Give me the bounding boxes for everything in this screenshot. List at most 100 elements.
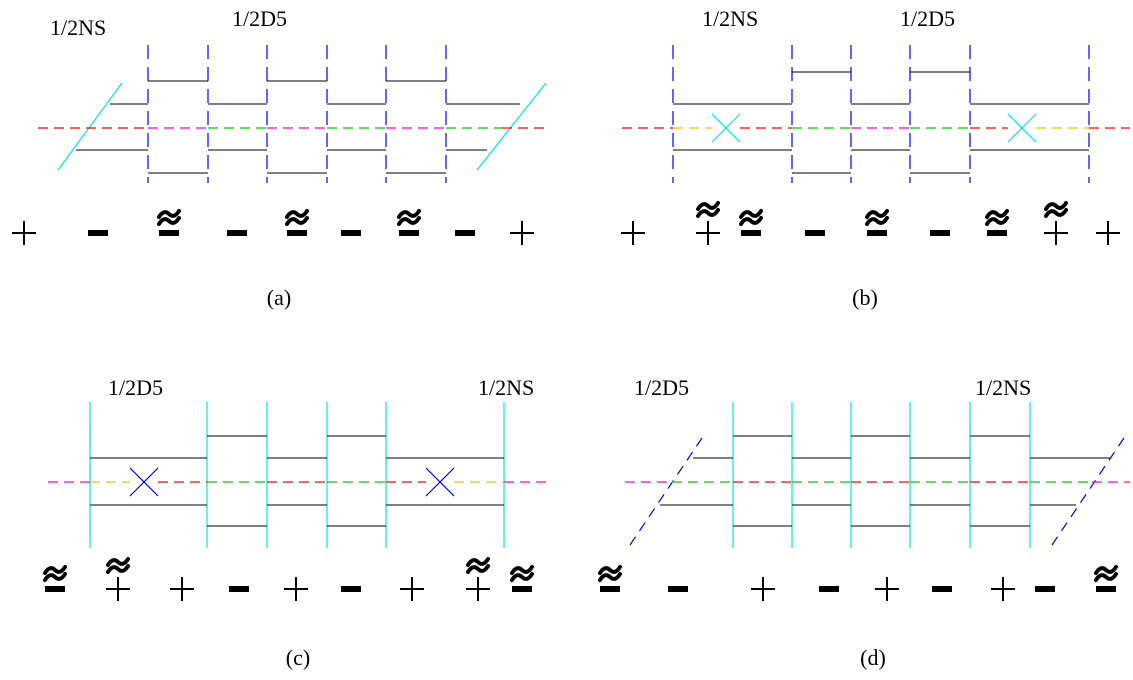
panel-c-label-ns: 1/2NS	[478, 375, 534, 400]
panel-b-orientifold-crosses	[711, 113, 1037, 143]
panel-c: 1/2D5 1/2NS (c)	[43, 375, 548, 670]
sign-marker	[229, 586, 249, 592]
tilde-mark	[106, 564, 130, 574]
minus-mark	[930, 230, 950, 236]
sign-marker	[668, 586, 688, 592]
panel-a-d3-branes	[76, 80, 520, 174]
sign-marker	[932, 586, 952, 592]
sign-marker	[400, 577, 424, 601]
sign-marker	[598, 565, 622, 592]
panel-d-caption: (d)	[860, 645, 886, 670]
panel-b-d5-branes	[672, 45, 1090, 183]
panel-d: 1/2D5 1/2NS (d)	[598, 375, 1130, 670]
sign-marker	[805, 230, 825, 236]
sign-marker	[751, 577, 775, 601]
minus-mark	[1096, 586, 1116, 592]
tilde-mark	[157, 216, 181, 226]
minus-mark	[341, 230, 361, 236]
panel-b-label-ns: 1/2NS	[702, 6, 758, 31]
sign-marker	[341, 230, 361, 236]
minus-mark	[88, 230, 108, 236]
minus-mark	[45, 586, 65, 592]
sign-marker	[1096, 221, 1120, 245]
sign-marker	[819, 586, 839, 592]
tilde-mark	[157, 209, 181, 219]
tilde-mark	[696, 201, 720, 211]
sign-marker	[985, 209, 1009, 236]
panel-d-signs	[598, 565, 1118, 601]
minus-mark	[805, 230, 825, 236]
sign-marker	[1094, 565, 1118, 592]
panel-a-label-ns: 1/2NS	[50, 15, 106, 40]
tilde-mark	[1094, 565, 1118, 575]
panel-b: 1/2NS 1/2D5 (b)	[621, 6, 1130, 310]
tilde-mark	[466, 557, 490, 567]
tilde-mark	[598, 565, 622, 575]
tilde-mark	[1044, 208, 1068, 218]
sign-marker	[341, 586, 361, 592]
panel-a-ns-branes	[57, 82, 547, 171]
panel-b-d3-branes	[673, 71, 1089, 174]
minus-mark	[512, 586, 532, 592]
sign-marker	[865, 209, 889, 236]
sign-marker	[466, 557, 490, 601]
panel-a: 1/2NS 1/2D5 (a)	[12, 6, 548, 310]
sign-marker	[696, 201, 720, 245]
tilde-mark	[466, 564, 490, 574]
tilde-mark	[696, 208, 720, 218]
panel-a-caption: (a)	[267, 285, 291, 310]
tilde-mark	[739, 216, 763, 226]
tilde-mark	[598, 572, 622, 582]
panel-c-d3-branes	[90, 435, 504, 527]
sign-marker	[510, 565, 534, 592]
minus-mark	[341, 586, 361, 592]
panel-b-caption: (b)	[852, 285, 878, 310]
sign-marker	[621, 221, 645, 245]
minus-mark	[399, 230, 419, 236]
tilde-mark	[43, 565, 67, 575]
sign-marker	[991, 577, 1015, 601]
tilde-mark	[397, 216, 421, 226]
panel-d-d5-branes	[629, 437, 1125, 546]
minus-mark	[455, 230, 475, 236]
minus-mark	[1035, 586, 1055, 592]
minus-mark	[867, 230, 887, 236]
minus-mark	[932, 586, 952, 592]
tilde-mark	[397, 209, 421, 219]
sign-marker	[106, 557, 130, 601]
tilde-mark	[985, 216, 1009, 226]
panel-b-signs	[621, 201, 1120, 245]
sign-marker	[397, 209, 421, 236]
minus-mark	[741, 230, 761, 236]
minus-mark	[668, 586, 688, 592]
tilde-mark	[739, 209, 763, 219]
minus-mark	[227, 230, 247, 236]
minus-mark	[600, 586, 620, 592]
minus-mark	[229, 586, 249, 592]
sign-marker	[157, 209, 181, 236]
tilde-mark	[43, 572, 67, 582]
sign-marker	[1044, 201, 1068, 245]
sign-marker	[455, 230, 475, 236]
tilde-mark	[865, 216, 889, 226]
panel-d-ns-branes	[732, 402, 1031, 548]
minus-mark	[159, 230, 179, 236]
sign-marker	[43, 565, 67, 592]
panel-c-ns-branes	[89, 402, 505, 548]
panel-a-label-d5: 1/2D5	[232, 6, 287, 31]
tilde-mark	[285, 209, 309, 219]
panel-d-label-d5: 1/2D5	[634, 375, 689, 400]
tilde-mark	[1094, 572, 1118, 582]
tilde-mark	[285, 216, 309, 226]
sign-marker	[88, 230, 108, 236]
sign-marker	[1035, 586, 1055, 592]
panel-a-signs	[12, 209, 534, 245]
panel-c-signs	[43, 557, 534, 601]
minus-mark	[987, 230, 1007, 236]
sign-marker	[284, 577, 308, 601]
tilde-mark	[106, 557, 130, 567]
panel-c-orientifold-crosses	[129, 467, 455, 497]
sign-marker	[227, 230, 247, 236]
